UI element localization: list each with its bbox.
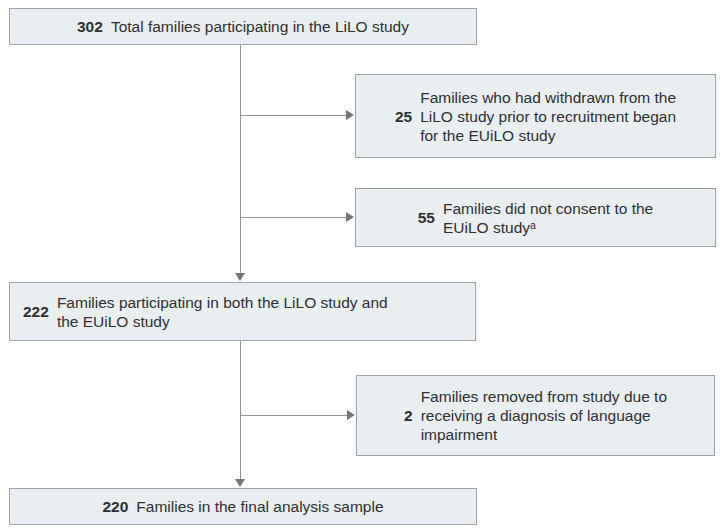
node-label: Total families participating in the LiLO… (111, 17, 409, 36)
arrowhead-right-icon (346, 212, 354, 222)
node-families-removed: 2 Families removed from study due to rec… (356, 375, 715, 456)
arrowhead-right-icon (346, 110, 354, 120)
node-count: 55 (418, 208, 435, 227)
node-count: 222 (23, 302, 49, 321)
node-count: 302 (77, 17, 103, 36)
node-families-no-consent: 55 Families did not consent to the EUiLO… (355, 188, 716, 247)
node-families-both-studies: 222 Families participating in both the L… (9, 282, 476, 341)
node-count: 220 (102, 497, 128, 516)
node-total-families: 302 Total families participating in the … (9, 8, 477, 45)
flow-line-branch-removed (240, 415, 347, 416)
node-final-analysis-sample: 220 Families in the final analysis sampl… (9, 488, 477, 525)
flow-line-branch-withdrawn (240, 115, 346, 116)
node-families-withdrawn: 25 Families who had withdrawn from the L… (355, 74, 716, 158)
arrowhead-right-icon (347, 410, 355, 420)
flow-line-branch-no-consent (240, 217, 346, 218)
flow-diagram: 302 Total families participating in the … (0, 0, 720, 531)
arrowhead-down-icon (235, 273, 245, 281)
node-count: 25 (395, 107, 412, 126)
node-label: Families who had withdrawn from the LiLO… (420, 88, 676, 145)
node-label: Families in the final analysis sample (136, 497, 383, 516)
node-label: Families participating in both the LiLO … (57, 293, 388, 331)
node-count: 2 (404, 406, 413, 425)
node-label: Families did not consent to the EUiLO st… (443, 199, 653, 237)
arrowhead-down-icon (235, 479, 245, 487)
node-label: Families removed from study due to recei… (421, 387, 667, 444)
flow-line-both-to-final (240, 341, 241, 479)
flow-line-total-to-both (240, 45, 241, 274)
